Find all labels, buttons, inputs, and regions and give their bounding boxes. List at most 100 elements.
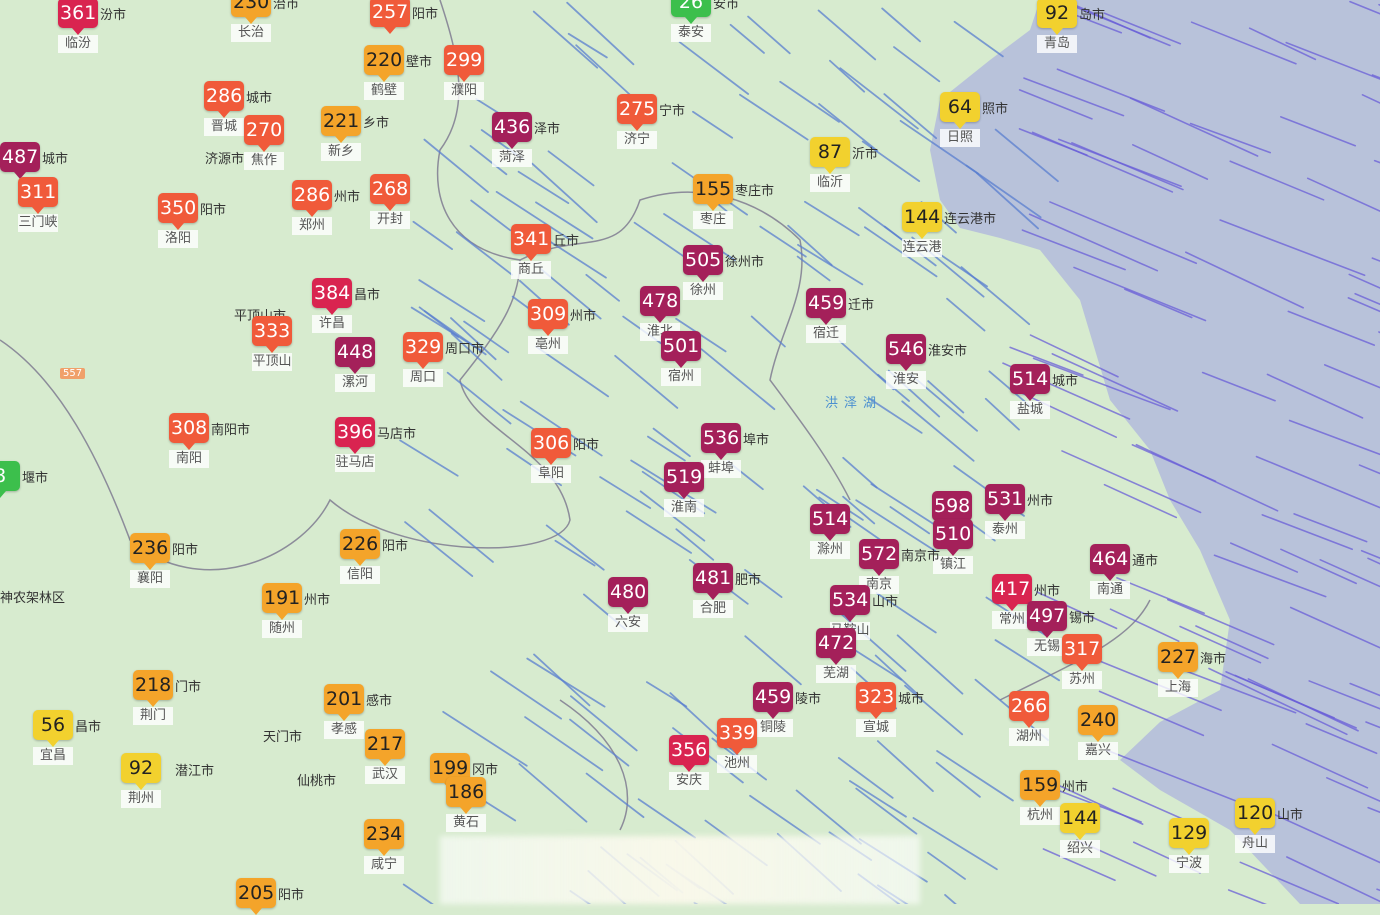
- aqi-value-badge[interactable]: 480: [608, 577, 649, 614]
- aqi-value-badge[interactable]: 275: [617, 94, 658, 131]
- city-name-label: 临汾: [58, 35, 98, 53]
- aqi-value-badge[interactable]: 572: [859, 539, 900, 576]
- city-name-label: 咸宁: [364, 856, 404, 874]
- place-hongze-lake: 洪泽湖: [825, 396, 883, 411]
- wind-streamline: [1167, 598, 1275, 646]
- aqi-value-badge[interactable]: 339: [717, 718, 758, 755]
- aqi-value-badge[interactable]: 299: [444, 45, 485, 82]
- aqi-value-badge[interactable]: 546: [886, 334, 927, 371]
- aqi-value-badge[interactable]: 201: [324, 684, 365, 721]
- aqi-value-badge[interactable]: 8: [0, 461, 20, 498]
- aqi-value-badge[interactable]: 268: [370, 174, 411, 211]
- city-map-label: 阳市: [200, 203, 227, 218]
- wind-streamline: [1029, 334, 1119, 378]
- aqi-value-badge[interactable]: 478: [640, 286, 681, 323]
- wind-streamline: [842, 456, 878, 489]
- aqi-value-badge[interactable]: 230: [231, 0, 272, 24]
- aqi-value-badge[interactable]: 448: [335, 337, 376, 374]
- aqi-value-badge[interactable]: 384: [312, 278, 353, 315]
- aqi-value-badge[interactable]: 598: [932, 491, 973, 528]
- aqi-value-badge[interactable]: 317: [1062, 634, 1103, 671]
- aqi-value-badge[interactable]: 234: [364, 819, 405, 856]
- aqi-value-badge[interactable]: 306: [531, 428, 572, 465]
- wind-streamline: [927, 380, 965, 414]
- aqi-value-badge[interactable]: 519: [664, 462, 705, 499]
- aqi-value-badge[interactable]: 144: [1060, 803, 1101, 840]
- aqi-value-badge[interactable]: 92: [121, 753, 161, 790]
- wind-streamline: [1078, 652, 1222, 712]
- aqi-value-badge[interactable]: 220: [364, 45, 405, 82]
- aqi-value-badge[interactable]: 120: [1235, 798, 1276, 835]
- city-name-label: 襄阳: [130, 570, 170, 588]
- aqi-value-badge[interactable]: 459: [753, 682, 794, 719]
- wind-streamline: [545, 524, 605, 571]
- aqi-value-badge[interactable]: 311: [18, 177, 59, 214]
- aqi-value-badge[interactable]: 236: [130, 533, 171, 570]
- aqi-value-badge[interactable]: 56: [33, 710, 73, 747]
- aqi-value-badge[interactable]: 341: [511, 224, 552, 261]
- aqi-value-badge[interactable]: 501: [661, 331, 702, 368]
- aqi-value-badge[interactable]: 308: [169, 413, 210, 450]
- aqi-value-badge[interactable]: 270: [244, 115, 285, 152]
- aqi-value-badge[interactable]: 286: [292, 180, 333, 217]
- aqi-value-badge[interactable]: 487: [0, 142, 41, 179]
- aqi-value-badge[interactable]: 333: [252, 316, 293, 353]
- aqi-value-badge[interactable]: 536: [701, 423, 742, 460]
- wind-streamline: [912, 817, 998, 871]
- aqi-value-badge[interactable]: 144: [902, 202, 943, 239]
- wind-streamline: [1032, 357, 1171, 411]
- wind-streamline: [535, 201, 594, 240]
- aqi-value-badge[interactable]: 92: [1037, 0, 1077, 35]
- aqi-value-badge[interactable]: 329: [403, 332, 444, 369]
- aqi-value-badge[interactable]: 464: [1090, 544, 1131, 581]
- city-map-label: 山市: [1277, 808, 1304, 823]
- city-name-label: 漯河: [335, 374, 375, 392]
- aqi-value-badge[interactable]: 350: [158, 193, 199, 230]
- wind-streamline: [1308, 680, 1380, 710]
- aqi-value-badge[interactable]: 361: [58, 0, 99, 35]
- city-map-label: 城市: [246, 91, 273, 106]
- aqi-value-badge[interactable]: 221: [321, 106, 362, 143]
- aqi-value-badge[interactable]: 129: [1169, 818, 1210, 855]
- aqi-value-badge[interactable]: 226: [340, 529, 381, 566]
- wind-streamline: [1306, 177, 1380, 213]
- aqi-value-badge[interactable]: 505: [683, 245, 724, 282]
- aqi-value-badge[interactable]: 510: [933, 519, 974, 556]
- wind-streamline: [1287, 310, 1376, 346]
- aqi-value-badge[interactable]: 459: [806, 288, 847, 325]
- wind-streamline: [881, 7, 921, 43]
- aqi-value-badge[interactable]: 514: [1010, 364, 1051, 401]
- aqi-value-badge[interactable]: 159: [1020, 770, 1061, 807]
- aqi-value-badge[interactable]: 356: [669, 735, 710, 772]
- aqi-value-badge[interactable]: 240: [1078, 705, 1119, 742]
- aqi-value-badge[interactable]: 186: [446, 777, 487, 814]
- aqi-value-badge[interactable]: 64: [940, 92, 980, 129]
- aqi-value-badge[interactable]: 396: [335, 417, 376, 454]
- aqi-value-badge[interactable]: 309: [528, 299, 569, 336]
- aqi-value-badge[interactable]: 227: [1158, 642, 1199, 679]
- aqi-value-badge[interactable]: 191: [262, 583, 303, 620]
- wind-streamline: [858, 206, 904, 241]
- aqi-value-badge[interactable]: 257: [370, 0, 411, 34]
- city-name-label: 黄石: [446, 814, 486, 832]
- aqi-value-badge[interactable]: 323: [856, 682, 897, 719]
- aqi-value-badge[interactable]: 26: [671, 0, 711, 24]
- aqi-value-badge[interactable]: 436: [492, 112, 533, 149]
- city-map-label: 州市: [1027, 494, 1054, 509]
- aqi-value-badge[interactable]: 218: [133, 670, 174, 707]
- city-map-label: 山市: [872, 595, 899, 610]
- wind-streamline: [953, 20, 1004, 58]
- aqi-value-badge[interactable]: 472: [816, 628, 857, 665]
- aqi-value-badge[interactable]: 217: [365, 729, 406, 766]
- aqi-value-badge[interactable]: 534: [830, 585, 871, 622]
- aqi-value-badge[interactable]: 531: [985, 484, 1026, 521]
- aqi-value-badge[interactable]: 155: [693, 174, 734, 211]
- aqi-value-badge[interactable]: 87: [810, 137, 850, 174]
- aqi-value-badge[interactable]: 481: [693, 563, 734, 600]
- aqi-value-badge[interactable]: 286: [204, 81, 245, 118]
- aqi-value-badge[interactable]: 266: [1009, 691, 1050, 728]
- city-name-label: 六安: [608, 614, 648, 632]
- aqi-value-badge[interactable]: 514: [810, 504, 851, 541]
- aqi-value-badge[interactable]: 417: [992, 574, 1033, 611]
- aqi-value-badge[interactable]: 497: [1027, 601, 1068, 638]
